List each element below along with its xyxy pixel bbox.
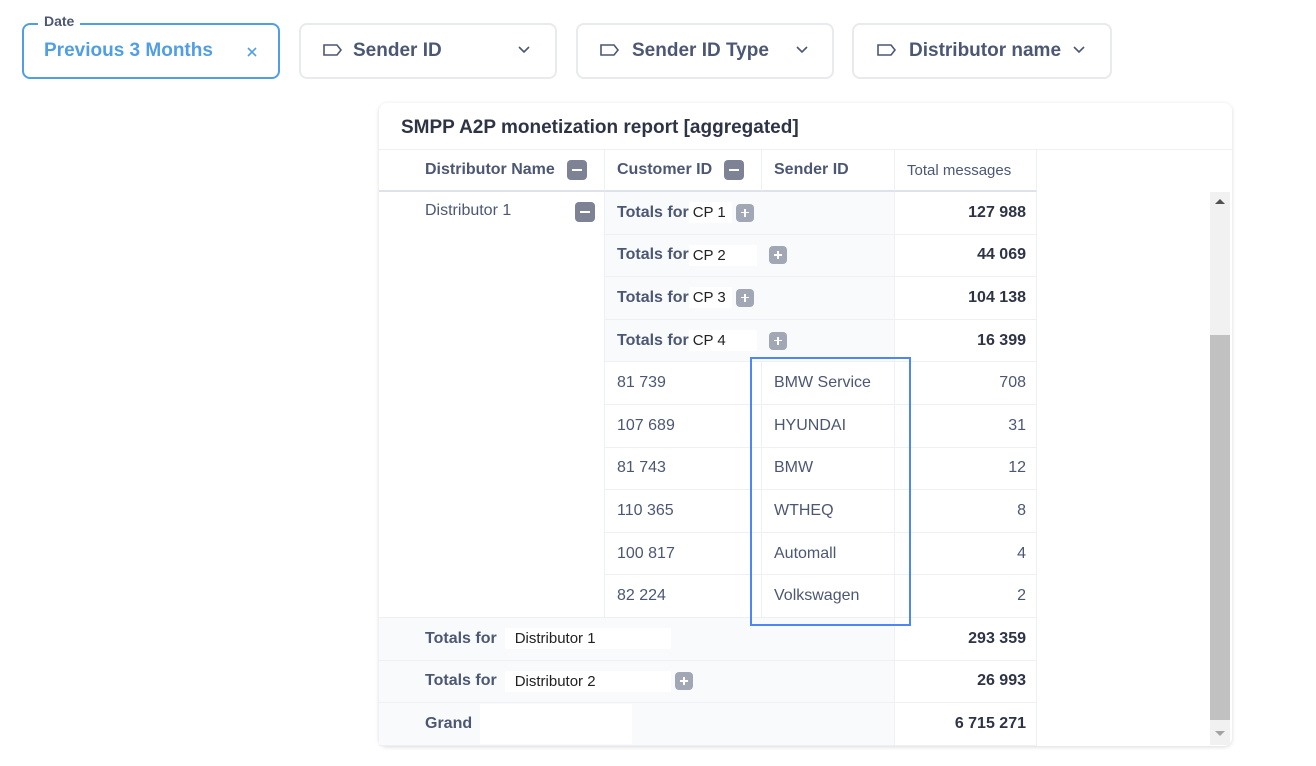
- filter-value: Sender ID: [353, 40, 442, 61]
- filter-value: Distributor name: [909, 40, 1062, 61]
- sender-id: Volkswagen: [762, 575, 895, 618]
- distributor-name: Distributor 1: [425, 202, 512, 219]
- filter-value: Sender ID Type: [632, 40, 769, 61]
- group-name: CP 1: [688, 202, 732, 224]
- sender-type-filter[interactable]: Sender ID Type: [576, 23, 834, 79]
- sender-id: WTHEQ: [762, 490, 895, 533]
- total-cell: 26 993: [895, 660, 1037, 704]
- total-row: Totals for Distributor 2: [379, 660, 895, 704]
- distributor-cell: Distributor 1: [379, 192, 605, 618]
- header-text: Distributor Name: [425, 161, 555, 178]
- sender-id: Automall: [762, 532, 895, 576]
- header-text: Total messages: [907, 161, 1012, 179]
- column-header: Sender ID: [762, 150, 895, 192]
- row-prefix: Grand: [425, 714, 473, 732]
- scrollbar[interactable]: [1210, 192, 1230, 745]
- customer-id: 110 365: [605, 490, 762, 533]
- row-prefix: Totals for: [617, 246, 689, 264]
- expand-toggle[interactable]: [735, 203, 754, 222]
- customer-id: 81 743: [605, 447, 762, 491]
- expand-toggle[interactable]: [768, 331, 787, 350]
- collapse-toggle[interactable]: [566, 160, 587, 180]
- group-row: Totals for CP 2: [605, 234, 895, 278]
- group-row: Totals for CP 4: [605, 319, 895, 363]
- group-name: CP 2: [688, 244, 757, 266]
- expand-toggle[interactable]: [768, 246, 787, 265]
- row-name: Distributor 2: [504, 670, 671, 692]
- row-prefix: Totals for: [617, 203, 689, 221]
- customer-id: 82 224: [605, 575, 762, 618]
- total-cell: 12: [895, 447, 1037, 491]
- total-row: Totals for Distributor 1: [379, 618, 895, 661]
- group-name: CP 4: [688, 330, 757, 352]
- header-text: Sender ID: [774, 161, 849, 178]
- row-name: Distributor 1: [504, 628, 671, 650]
- row-prefix: Totals for: [425, 629, 497, 647]
- customer-id: 107 689: [605, 405, 762, 448]
- total-cell: 44 069: [895, 234, 1037, 278]
- row-prefix: Totals for: [617, 331, 689, 349]
- total-cell: 293 359: [895, 618, 1037, 661]
- total-cell: 6 715 271: [895, 703, 1037, 746]
- row-prefix: Totals for: [425, 672, 497, 690]
- distributor-filter[interactable]: Distributor name: [852, 23, 1112, 79]
- expand-toggle[interactable]: [735, 288, 754, 307]
- expand-toggle[interactable]: [674, 672, 693, 691]
- clear-icon[interactable]: [246, 46, 258, 58]
- filter-label: Date: [38, 13, 81, 29]
- total-cell: 127 988: [895, 192, 1037, 235]
- sender-id: HYUNDAI: [762, 405, 895, 448]
- total-cell: 708: [895, 362, 1037, 405]
- total-row: Grand: [379, 703, 895, 746]
- group-row: Totals for CP 1: [605, 192, 895, 235]
- date-filter[interactable]: Date Previous 3 Months: [22, 13, 280, 79]
- total-cell: 104 138: [895, 277, 1037, 320]
- sender-id: BMW: [762, 447, 895, 491]
- blank: [480, 703, 633, 744]
- collapse-toggle[interactable]: [575, 202, 595, 222]
- total-cell: 2: [895, 575, 1037, 618]
- report-card: SMPP A2P monetization report [aggregated…: [379, 103, 1232, 746]
- total-cell: 8: [895, 490, 1037, 533]
- column-header: Customer ID: [605, 150, 762, 192]
- collapse-toggle[interactable]: [724, 160, 745, 180]
- column-header: Distributor Name: [379, 150, 605, 192]
- group-row: Totals for CP 3: [605, 277, 895, 320]
- total-cell: 31: [895, 405, 1037, 448]
- customer-id: 100 817: [605, 532, 762, 576]
- highlight-box: [750, 357, 911, 626]
- group-name: CP 3: [688, 287, 732, 309]
- filter-icons: [323, 44, 1085, 56]
- total-cell: 16 399: [895, 319, 1037, 363]
- row-prefix: Totals for: [617, 288, 689, 306]
- pivot-table: Distributor Name Customer ID Sender ID Tota…: [379, 150, 1232, 746]
- sender-id: BMW Service: [762, 362, 895, 405]
- column-header: Total messages: [895, 150, 1037, 192]
- total-cell: 4: [895, 532, 1037, 576]
- report-title: SMPP A2P monetization report [aggregated…: [401, 117, 799, 138]
- sender-filter[interactable]: Sender ID: [299, 23, 557, 79]
- filter-value: Previous 3 Months: [44, 40, 213, 61]
- customer-id: 81 739: [605, 362, 762, 405]
- header-text: Customer ID: [617, 161, 713, 178]
